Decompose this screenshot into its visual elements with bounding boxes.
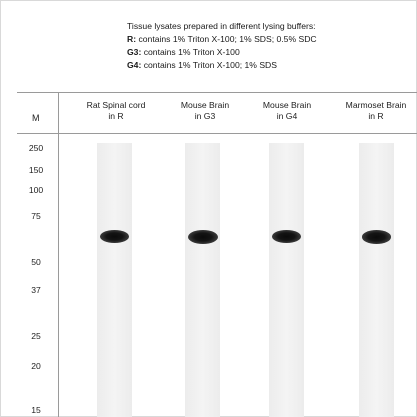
lane-header-4: Marmoset Brain in R [331,100,417,122]
legend-title: Tissue lysates prepared in different lys… [127,21,316,31]
lane-1-strip [97,143,132,417]
marker-250: 250 [28,143,44,153]
lane-header-1: Rat Spinal cord in R [71,100,161,122]
lane-3-buffer: in G4 [276,111,298,121]
legend-text-r: contains 1% Triton X-100; 1% SDS; 0.5% S… [136,34,317,44]
lane-2-sample: Mouse Brain [180,100,230,110]
marker-25: 25 [31,331,41,341]
marker-75: 75 [31,211,41,221]
legend-text-g3: contains 1% Triton X-100 [141,47,240,57]
marker-37: 37 [31,285,41,295]
marker-20: 20 [31,361,41,371]
legend-text-g4: contains 1% Triton X-100; 1% SDS [141,60,277,70]
lane-1-band [100,230,129,244]
header-bottom-divider [17,133,417,134]
lane-4-buffer: in R [368,111,384,121]
marker-15: 15 [31,405,41,415]
lane-4-band [361,229,392,244]
lane-2-strip [185,143,220,417]
lane-4-strip [359,143,394,417]
lane-3-strip [269,143,304,417]
marker-column-divider [58,92,59,417]
lane-3-sample: Mouse Brain [262,100,312,110]
legend-key-g3: G3: [127,47,142,57]
marker-100: 100 [28,185,44,195]
lane-3-band [272,230,301,244]
buffer-legend: Tissue lysates prepared in different lys… [127,20,317,72]
lane-1-buffer: in R [108,111,124,121]
legend-line-g4: G4: contains 1% Triton X-100; 1% SDS [127,59,317,72]
legend-line-g3: G3: contains 1% Triton X-100 [127,46,317,59]
lane-1-sample: Rat Spinal cord [86,100,146,110]
lane-header-3: Mouse Brain in G4 [242,100,332,122]
lane-header-2: Mouse Brain in G3 [160,100,250,122]
header-top-divider [17,92,417,93]
legend-key-r: R: [127,34,137,44]
lane-4-sample: Marmoset Brain [345,100,407,110]
marker-50: 50 [31,257,41,267]
marker-150: 150 [28,165,44,175]
marker-column-header: M [32,113,40,123]
lane-2-buffer: in G3 [194,111,216,121]
legend-key-g4: G4: [127,60,142,70]
lane-2-band [187,229,218,244]
legend-line-r: R: contains 1% Triton X-100; 1% SDS; 0.5… [127,33,317,46]
